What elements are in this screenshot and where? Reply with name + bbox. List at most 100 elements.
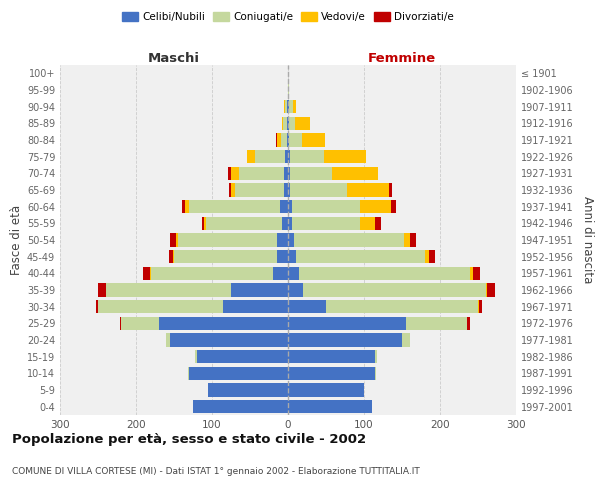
Bar <box>281 134 287 146</box>
Bar <box>239 166 284 180</box>
Bar <box>288 184 290 196</box>
Bar <box>231 166 239 180</box>
Bar <box>485 284 487 296</box>
Bar <box>106 284 231 296</box>
Bar <box>288 316 406 330</box>
Bar <box>98 300 223 314</box>
Bar <box>285 100 287 114</box>
Bar <box>302 134 325 146</box>
Bar <box>223 300 288 314</box>
Bar <box>174 250 277 264</box>
Bar <box>288 284 303 296</box>
Bar <box>288 334 402 346</box>
Bar <box>287 100 288 114</box>
Bar <box>284 166 288 180</box>
Bar <box>208 384 288 396</box>
Bar <box>277 250 288 264</box>
Bar <box>189 200 280 213</box>
Bar <box>425 250 428 264</box>
Bar <box>169 250 173 264</box>
Bar <box>299 266 470 280</box>
Bar <box>229 184 231 196</box>
Bar <box>288 350 376 364</box>
Bar <box>487 284 495 296</box>
Bar <box>254 150 285 164</box>
Bar <box>288 234 294 246</box>
Bar <box>288 150 290 164</box>
Bar <box>98 284 106 296</box>
Bar <box>280 200 288 213</box>
Bar <box>391 200 396 213</box>
Bar <box>296 250 425 264</box>
Bar <box>195 350 197 364</box>
Bar <box>295 116 310 130</box>
Bar <box>473 266 480 280</box>
Bar <box>189 366 288 380</box>
Bar <box>277 234 288 246</box>
Bar <box>347 184 389 196</box>
Bar <box>406 316 467 330</box>
Bar <box>289 100 293 114</box>
Bar <box>282 116 283 130</box>
Bar <box>205 216 206 230</box>
Bar <box>332 166 377 180</box>
Bar <box>293 100 296 114</box>
Bar <box>288 166 290 180</box>
Bar <box>273 266 288 280</box>
Bar <box>288 100 289 114</box>
Bar <box>478 300 479 314</box>
Bar <box>185 200 189 213</box>
Bar <box>284 100 285 114</box>
Bar <box>182 200 185 213</box>
Bar <box>120 316 121 330</box>
Bar <box>479 300 482 314</box>
Text: COMUNE DI VILLA CORTESE (MI) - Dati ISTAT 1° gennaio 2002 - Elaborazione TUTTITA: COMUNE DI VILLA CORTESE (MI) - Dati ISTA… <box>12 468 420 476</box>
Bar <box>288 216 292 230</box>
Bar <box>288 116 289 130</box>
Bar <box>288 366 376 380</box>
Bar <box>235 184 284 196</box>
Text: Popolazione per età, sesso e stato civile - 2002: Popolazione per età, sesso e stato civil… <box>12 432 366 446</box>
Bar <box>247 150 254 164</box>
Bar <box>121 316 159 330</box>
Bar <box>283 116 287 130</box>
Bar <box>287 116 288 130</box>
Bar <box>290 184 347 196</box>
Bar <box>159 316 288 330</box>
Bar <box>288 134 289 146</box>
Bar <box>166 334 170 346</box>
Bar <box>284 184 288 196</box>
Y-axis label: Fasce di età: Fasce di età <box>10 205 23 275</box>
Bar <box>176 234 178 246</box>
Bar <box>202 216 205 230</box>
Bar <box>193 400 288 413</box>
Bar <box>206 216 282 230</box>
Bar <box>294 234 404 246</box>
Bar <box>376 216 381 230</box>
Bar <box>288 300 326 314</box>
Bar <box>188 366 189 380</box>
Bar <box>143 266 151 280</box>
Bar <box>288 84 289 96</box>
Bar <box>290 150 325 164</box>
Bar <box>428 250 434 264</box>
Bar <box>197 350 288 364</box>
Bar <box>285 150 288 164</box>
Bar <box>287 134 288 146</box>
Bar <box>410 234 416 246</box>
Bar <box>178 234 277 246</box>
Bar <box>376 350 377 364</box>
Bar <box>389 184 392 196</box>
Bar <box>467 316 470 330</box>
Bar <box>288 384 364 396</box>
Bar <box>231 184 235 196</box>
Bar <box>360 200 391 213</box>
Bar <box>404 234 410 246</box>
Bar <box>288 200 292 213</box>
Bar <box>325 150 366 164</box>
Bar <box>289 116 295 130</box>
Legend: Celibi/Nubili, Coniugati/e, Vedovi/e, Divorziati/e: Celibi/Nubili, Coniugati/e, Vedovi/e, Di… <box>118 8 458 26</box>
Bar <box>173 250 174 264</box>
Bar <box>277 134 281 146</box>
Bar <box>402 334 410 346</box>
